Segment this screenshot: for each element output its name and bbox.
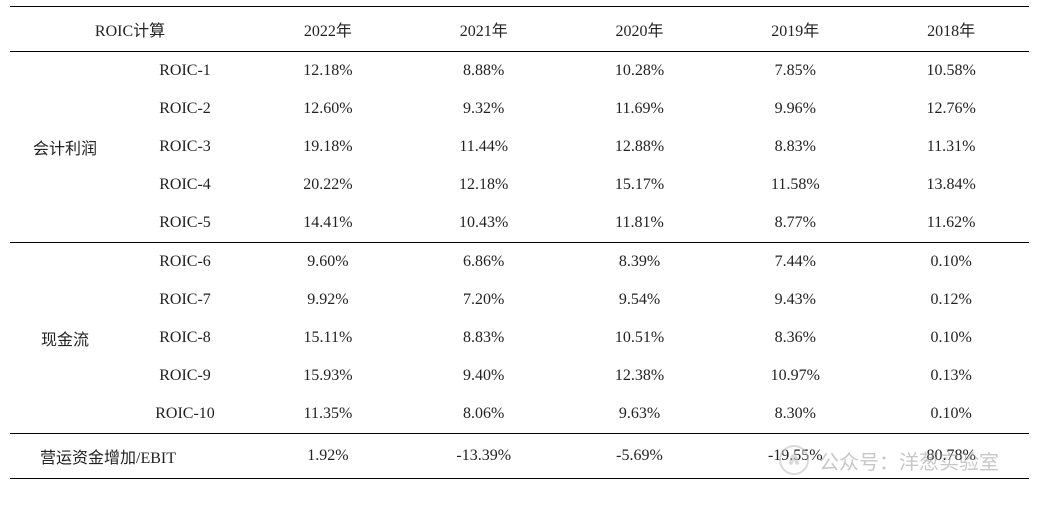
- table-row: ROIC-212.60%9.32%11.69%9.96%12.76%: [10, 90, 1029, 128]
- row-label: ROIC-9: [120, 357, 250, 395]
- row-label: ROIC-3: [120, 128, 250, 166]
- cell-value: 7.85%: [717, 52, 873, 91]
- row-label: ROIC-8: [120, 319, 250, 357]
- table-header-row: ROIC计算 2022年 2021年 2020年 2019年 2018年: [10, 7, 1029, 52]
- table-row: ROIC-815.11%8.83%10.51%8.36%0.10%: [10, 319, 1029, 357]
- cell-value: 12.60%: [250, 90, 406, 128]
- footer-label: 营运资金增加/EBIT: [10, 434, 250, 479]
- cell-value: 0.13%: [873, 357, 1029, 395]
- row-label: ROIC-7: [120, 281, 250, 319]
- cell-value: 11.58%: [717, 166, 873, 204]
- table-row: ROIC-420.22%12.18%15.17%11.58%13.84%: [10, 166, 1029, 204]
- cell-value: 15.17%: [562, 166, 718, 204]
- footer-row: 营运资金增加/EBIT1.92%-13.39%-5.69%-19.55%80.7…: [10, 434, 1029, 479]
- row-label: ROIC-2: [120, 90, 250, 128]
- cell-value: 0.12%: [873, 281, 1029, 319]
- table-row: ROIC-79.92%7.20%9.54%9.43%0.12%: [10, 281, 1029, 319]
- cell-value: 8.83%: [406, 319, 562, 357]
- row-label: ROIC-6: [120, 243, 250, 282]
- cell-value: 11.62%: [873, 204, 1029, 243]
- row-label: ROIC-4: [120, 166, 250, 204]
- cell-value: 9.96%: [717, 90, 873, 128]
- cell-value: 8.36%: [717, 319, 873, 357]
- cell-value: 8.83%: [717, 128, 873, 166]
- table-body: 会计利润ROIC-112.18%8.88%10.28%7.85%10.58%RO…: [10, 52, 1029, 479]
- cell-value: 12.88%: [562, 128, 718, 166]
- cell-value: 11.31%: [873, 128, 1029, 166]
- cell-value: 0.10%: [873, 395, 1029, 434]
- cell-value: 9.54%: [562, 281, 718, 319]
- cell-value: 12.76%: [873, 90, 1029, 128]
- cell-value: 9.32%: [406, 90, 562, 128]
- cell-value: 10.43%: [406, 204, 562, 243]
- cell-value: 0.10%: [873, 319, 1029, 357]
- cell-value: 8.06%: [406, 395, 562, 434]
- cell-value: 6.86%: [406, 243, 562, 282]
- cell-value: 15.93%: [250, 357, 406, 395]
- roic-table: ROIC计算 2022年 2021年 2020年 2019年 2018年 会计利…: [10, 6, 1029, 479]
- table-row: ROIC-1011.35%8.06%9.63%8.30%0.10%: [10, 395, 1029, 434]
- cell-value: 9.92%: [250, 281, 406, 319]
- cell-value: 11.81%: [562, 204, 718, 243]
- group-label: 会计利润: [10, 52, 120, 243]
- cell-value: 13.84%: [873, 166, 1029, 204]
- cell-value: 9.60%: [250, 243, 406, 282]
- table-row: 会计利润ROIC-112.18%8.88%10.28%7.85%10.58%: [10, 52, 1029, 91]
- year-col: 2020年: [562, 7, 718, 52]
- year-col: 2022年: [250, 7, 406, 52]
- year-col: 2019年: [717, 7, 873, 52]
- cell-value: -5.69%: [562, 434, 718, 479]
- year-col: 2021年: [406, 7, 562, 52]
- cell-value: 1.92%: [250, 434, 406, 479]
- table-row: 现金流ROIC-69.60%6.86%8.39%7.44%0.10%: [10, 243, 1029, 282]
- row-label: ROIC-1: [120, 52, 250, 91]
- cell-value: 11.44%: [406, 128, 562, 166]
- cell-value: 9.43%: [717, 281, 873, 319]
- row-label: ROIC-5: [120, 204, 250, 243]
- table-row: ROIC-915.93%9.40%12.38%10.97%0.13%: [10, 357, 1029, 395]
- table-row: ROIC-319.18%11.44%12.88%8.83%11.31%: [10, 128, 1029, 166]
- cell-value: -19.55%: [717, 434, 873, 479]
- cell-value: 11.35%: [250, 395, 406, 434]
- cell-value: 9.63%: [562, 395, 718, 434]
- cell-value: 8.30%: [717, 395, 873, 434]
- cell-value: 7.20%: [406, 281, 562, 319]
- cell-value: 10.28%: [562, 52, 718, 91]
- cell-value: 11.69%: [562, 90, 718, 128]
- cell-value: 0.10%: [873, 243, 1029, 282]
- cell-value: 8.77%: [717, 204, 873, 243]
- cell-value: 12.18%: [406, 166, 562, 204]
- cell-value: 7.44%: [717, 243, 873, 282]
- cell-value: 9.40%: [406, 357, 562, 395]
- cell-value: 14.41%: [250, 204, 406, 243]
- year-col: 2018年: [873, 7, 1029, 52]
- cell-value: -13.39%: [406, 434, 562, 479]
- cell-value: 12.18%: [250, 52, 406, 91]
- group-label: 现金流: [10, 243, 120, 434]
- cell-value: 10.51%: [562, 319, 718, 357]
- cell-value: 15.11%: [250, 319, 406, 357]
- cell-value: 10.97%: [717, 357, 873, 395]
- table-row: ROIC-514.41%10.43%11.81%8.77%11.62%: [10, 204, 1029, 243]
- header-label: ROIC计算: [10, 7, 250, 52]
- cell-value: 19.18%: [250, 128, 406, 166]
- cell-value: 8.88%: [406, 52, 562, 91]
- row-label: ROIC-10: [120, 395, 250, 434]
- cell-value: 80.78%: [873, 434, 1029, 479]
- cell-value: 8.39%: [562, 243, 718, 282]
- cell-value: 20.22%: [250, 166, 406, 204]
- cell-value: 10.58%: [873, 52, 1029, 91]
- cell-value: 12.38%: [562, 357, 718, 395]
